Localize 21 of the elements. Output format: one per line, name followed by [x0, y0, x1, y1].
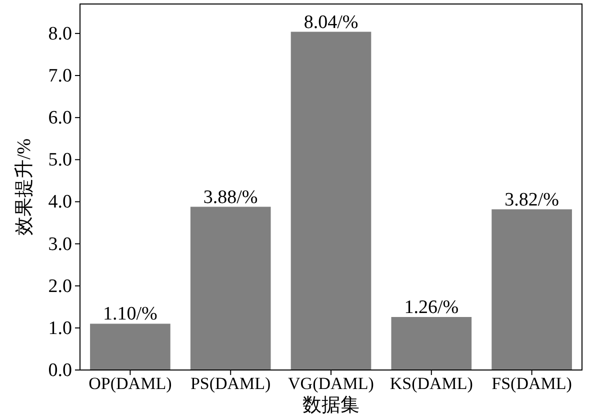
x-tick-label: OP(DAML) — [88, 374, 172, 393]
y-tick-label: 4.0 — [48, 192, 72, 213]
y-tick-label: 1.0 — [48, 318, 72, 339]
x-axis-title: 数据集 — [302, 395, 360, 414]
y-tick-label: 3.0 — [48, 234, 72, 255]
x-tick-label: VG(DAML) — [288, 374, 374, 393]
y-tick-label: 2.0 — [48, 276, 72, 297]
y-tick-label: 0.0 — [48, 360, 72, 381]
y-axis-title: 效果提升/% — [14, 138, 35, 236]
x-tick-label: PS(DAML) — [190, 374, 271, 393]
y-tick-label: 5.0 — [48, 150, 72, 171]
data-label: 8.04/% — [304, 12, 358, 33]
y-tick-label: 7.0 — [48, 66, 72, 87]
data-label: 1.26/% — [404, 296, 459, 318]
data-label: 1.10/% — [103, 304, 158, 325]
y-tick-label: 8.0 — [48, 23, 72, 44]
x-tick-label: KS(DAML) — [390, 374, 473, 393]
data-label: 3.82/% — [504, 189, 560, 210]
x-tick-label: FS(DAML) — [492, 374, 572, 393]
data-label: 3.88/% — [203, 186, 258, 208]
y-tick-label: 6.0 — [48, 108, 72, 129]
